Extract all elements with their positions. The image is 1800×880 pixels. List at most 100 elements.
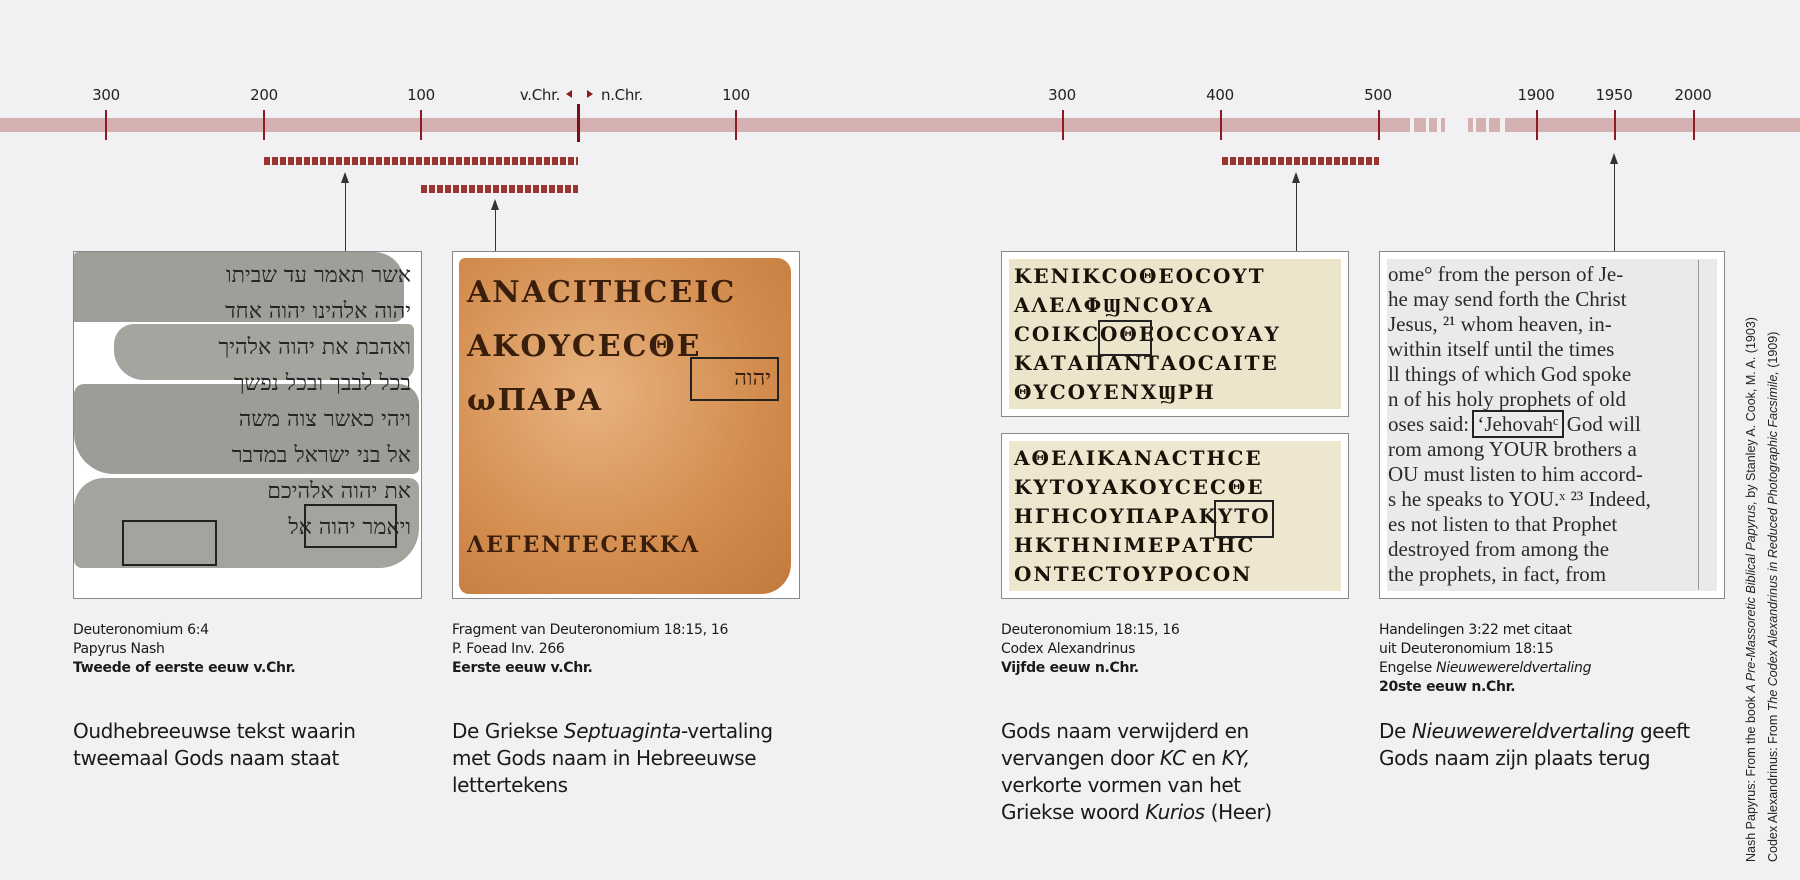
timeline-break xyxy=(1476,118,1486,132)
text-span: Nash Papyrus: From the book xyxy=(1744,692,1758,862)
text-span: Kurios xyxy=(1145,800,1205,824)
tetragrammaton: יהוה xyxy=(734,366,771,391)
timeline-break xyxy=(1489,118,1500,132)
hebrew-line: אשר תאמר עד שביתו xyxy=(225,263,411,288)
caption-line: Deuteronomium 6:4 xyxy=(73,622,209,638)
pointer-arrow-icon xyxy=(1610,153,1618,251)
tick-label: 200 xyxy=(250,86,278,104)
tick-label: 400 xyxy=(1206,86,1234,104)
timeline-break xyxy=(1441,118,1445,132)
tick-label: 1900 xyxy=(1517,86,1555,104)
column-rule xyxy=(1698,260,1699,590)
page xyxy=(1387,259,1717,591)
label-ad: n.Chr. xyxy=(600,86,644,104)
hebrew-line: בכל לבבך ובכל נפשך xyxy=(233,371,411,396)
jehovah-highlight: ‘Jehovahᶜ xyxy=(1472,410,1564,438)
tick-1950 xyxy=(1614,110,1616,140)
caption-date: 20ste eeuw n.Chr. xyxy=(1379,679,1516,695)
hebrew-line: ואהבת את יהוה אלהיך xyxy=(218,335,411,360)
tick-label: 300 xyxy=(92,86,120,104)
pointer-arrow-icon xyxy=(341,172,349,251)
text-span: Septuaginta xyxy=(563,719,682,743)
pointer-arrow-icon xyxy=(1292,172,1300,251)
text-span: Engelse xyxy=(1379,660,1437,676)
caption-line: Fragment van Deuteronomium 18:15, 16 xyxy=(452,622,729,638)
hebrew-line: את יהוה אלהיכם xyxy=(267,479,411,504)
caption-date: Tweede of eerste eeuw v.Chr. xyxy=(73,660,296,676)
caption-line: Engelse Nieuwewereldvertaling xyxy=(1379,659,1591,678)
text-line: oses said: ‘Jehovahᶜ God will xyxy=(1388,410,1651,438)
text-span: by Stanley A. Cook, M. A. (1903) xyxy=(1744,317,1758,502)
greek-line: ΛΕΓΕΝΤΕCΕΚΚΛ xyxy=(467,532,701,558)
pointer-arrow-icon xyxy=(491,199,499,251)
tick-label: 100 xyxy=(407,86,435,104)
divine-name-highlight xyxy=(122,520,217,566)
hebrew-line: ויאמר יהוה אל xyxy=(288,515,411,540)
description-foead: De Griekse Septuaginta-vertaling met God… xyxy=(452,718,792,799)
text-line: s he speaks to YOU.ˣ ²³ Indeed, xyxy=(1388,487,1651,511)
text-line: rom among YOUR brothers a xyxy=(1388,437,1637,461)
text-line: within itself until the times xyxy=(1388,337,1615,361)
text-span: geeft Gods naam zijn plaats terug xyxy=(1379,719,1690,770)
greek-line: ΑΝΑCΙΤΗCΕΙC xyxy=(467,275,737,310)
alexandrinus-image-bottom: ΑΘΕΛΙΚΑΝΑCΤΗCΕ ΚΥΤΟΥΑΚΟΥCΕCΘΕ ΗΓΗCΟΥΠΑΡΑ… xyxy=(1001,433,1349,599)
tick-300ad xyxy=(1062,110,1064,140)
text-span: en xyxy=(1185,746,1222,770)
text-line: es not listen to that Prophet xyxy=(1388,512,1618,536)
greek-line: ΚΥΤΟΥΑΚΟΥCΕCΘΕ xyxy=(1014,475,1265,499)
greek-line: ΚΕΝΙΚCΟΘΕΟCΟΥΤ xyxy=(1014,264,1266,288)
text-line: ome° from the person of Je- xyxy=(1388,262,1624,286)
description-nwt: De Nieuwewereldvertaling geeft Gods naam… xyxy=(1379,718,1709,772)
text-span: KY, xyxy=(1221,746,1250,770)
text-line: OU must listen to him accord- xyxy=(1388,462,1643,486)
text-line: n of his holy prophets of old xyxy=(1388,387,1626,411)
text-span: (1909) xyxy=(1766,331,1780,372)
text-span: The Codex Alexandrinus in Reduced Photog… xyxy=(1766,371,1780,712)
timeline-break xyxy=(1468,118,1473,132)
arrow-right-icon xyxy=(587,90,593,98)
label-bc: v.Chr. xyxy=(519,86,561,104)
caption-foead: Fragment van Deuteronomium 18:15, 16 P. … xyxy=(452,621,728,678)
hebrew-line: אל בני ישראל במדבר xyxy=(231,443,411,468)
parchment xyxy=(1009,441,1341,591)
text-span: -vertaling met Gods naam in Hebreeuwse l… xyxy=(452,719,773,797)
text-line: ll things of which God spoke xyxy=(1388,362,1632,386)
hebrew-line: ויהי כאשר צוה משה xyxy=(238,407,411,432)
text-span: (Heer) xyxy=(1204,800,1272,824)
caption-line: Codex Alexandrinus xyxy=(1001,641,1136,657)
text-line: destroyed from among the xyxy=(1388,537,1610,561)
credit-alexandrinus: Codex Alexandrinus: From The Codex Alexa… xyxy=(1766,332,1780,862)
parchment xyxy=(1009,259,1341,409)
caption-nash: Deuteronomium 6:4 Papyrus Nash Tweede of… xyxy=(73,621,296,678)
tick-label: 100 xyxy=(722,86,750,104)
timeline-break xyxy=(1414,118,1426,132)
text-span: De Griekse xyxy=(452,719,564,743)
fragment xyxy=(74,478,419,568)
text-span: Codex Alexandrinus: From xyxy=(1766,711,1780,862)
text-line: Jesus, ²¹ whom heaven, in- xyxy=(1388,312,1612,336)
timeline-bar xyxy=(0,118,1410,132)
greek-line: ΗΚΤΗΝΙΜΕΡΑΤΗC xyxy=(1014,533,1256,557)
tick-100bc xyxy=(420,110,422,140)
date-range-alexandrinus xyxy=(1222,157,1379,165)
text-span: Gods naam verwijderd en vervangen door xyxy=(1001,719,1249,770)
greek-line: ωΠΑΡΑ xyxy=(467,383,604,418)
tick-label: 2000 xyxy=(1674,86,1712,104)
caption-line: Handelingen 3:22 met citaat xyxy=(1379,622,1572,638)
arrow-left-icon xyxy=(566,90,572,98)
text-span: oses said: xyxy=(1388,412,1475,436)
description-alexandrinus: Gods naam verwijderd en vervangen door K… xyxy=(1001,718,1301,826)
tick-400ad xyxy=(1220,110,1222,140)
greek-line: ΘΥCΟΥΕΝΧϢΡΗ xyxy=(1014,380,1216,404)
hebrew-line: יהוה אלהינו יהוה אחד xyxy=(225,299,411,324)
text-line: he may send forth the Christ xyxy=(1388,287,1627,311)
text-span: Nieuwewereldvertaling xyxy=(1411,719,1635,743)
greek-line: ΟΝΤΕCΤΟΥΡΟCΟΝ xyxy=(1014,562,1253,586)
greek-line: ΑΚΟΥCΕCΘΕ xyxy=(467,329,702,364)
text-span: KC xyxy=(1159,746,1186,770)
greek-line: ΑΛΕΛΦϢΝCΟΥΑ xyxy=(1014,293,1215,317)
greek-line: ΗΓΗCΟΥΠΑΡΑΚΥΤΟ xyxy=(1014,504,1271,528)
tick-2000 xyxy=(1693,110,1695,140)
fragment xyxy=(74,252,404,322)
text-line: the prophets, in fact, from xyxy=(1388,562,1607,586)
